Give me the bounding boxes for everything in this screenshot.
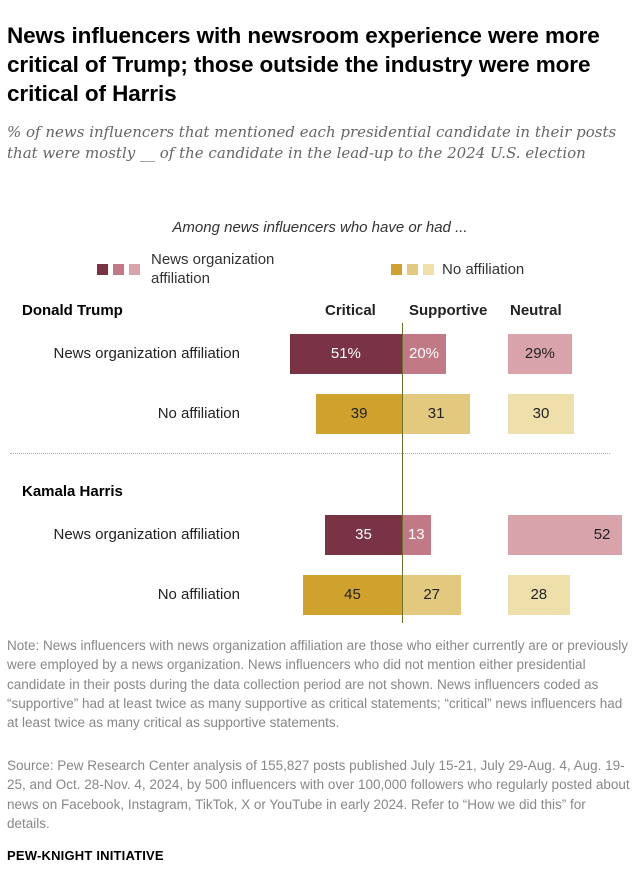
legend-swatch-none-supportive <box>407 264 418 275</box>
legend-swatch-none-neutral <box>423 264 434 275</box>
bar-harris-no-affiliation-critical <box>303 575 402 615</box>
chart-title: News influencers with newsroom experienc… <box>7 23 600 106</box>
value-label-trump-no-affiliation-neutral: 30 <box>532 405 550 422</box>
bar-harris-no-affiliation-supportive <box>402 575 462 615</box>
value-label-trump-affiliation-neutral: 29% <box>524 345 555 362</box>
value-label-trump-no-affiliation-supportive: 31 <box>427 405 445 422</box>
column-header-neutral: Neutral <box>510 302 562 319</box>
bar-harris-affiliation-critical <box>325 515 402 555</box>
bar-trump-affiliation-supportive <box>402 334 446 374</box>
bar-trump-affiliation-critical <box>289 334 402 374</box>
group-caption: Among news influencers who have or had .… <box>172 219 468 236</box>
value-label-harris-affiliation-critical: 35 <box>355 526 372 543</box>
legend-swatch-none-critical <box>391 264 402 275</box>
zero-axis-line <box>402 323 403 623</box>
section-label-trump: Donald Trump <box>22 302 123 319</box>
chart-subtitle: % of news influencers that mentioned eac… <box>7 123 617 162</box>
row-label-trump-no-affiliation: No affiliation <box>157 405 240 422</box>
value-label-trump-no-affiliation-critical: 39 <box>350 405 368 422</box>
bar-harris-affiliation-neutral <box>508 515 623 555</box>
bar-trump-no-affiliation-critical <box>316 394 402 434</box>
legend-swatch-affiliation-critical <box>97 264 108 275</box>
value-label-harris-affiliation-supportive: 13 <box>407 526 425 543</box>
bar-harris-affiliation-supportive <box>402 515 431 555</box>
chart-source: Source: Pew Research Center analysis of … <box>7 758 630 831</box>
row-label-harris-no-affiliation: No affiliation <box>157 586 240 603</box>
legend-swatch-affiliation-supportive <box>113 264 124 275</box>
bar-harris-no-affiliation-neutral <box>508 575 570 615</box>
legend-swatch-affiliation-neutral <box>129 264 140 275</box>
bar-trump-affiliation-neutral <box>508 334 572 374</box>
legend-label-affiliation: News organization affiliation <box>151 251 275 287</box>
value-label-harris-affiliation-neutral: 52 <box>593 526 611 543</box>
value-label-harris-no-affiliation-supportive: 27 <box>423 586 441 603</box>
column-header-supportive: Supportive <box>409 302 488 319</box>
bar-trump-no-affiliation-neutral <box>508 394 574 434</box>
value-label-harris-no-affiliation-critical: 45 <box>344 586 361 603</box>
chart-note: Note: News influencers with news organiz… <box>7 638 629 731</box>
row-label-trump-affiliation: News organization affiliation <box>53 345 241 362</box>
value-label-trump-affiliation-supportive: 20% <box>408 345 440 362</box>
legend-label-no-affiliation: No affiliation <box>442 261 525 278</box>
column-header-critical: Critical <box>325 302 376 319</box>
brand-label: PEW-KNIGHT INITIATIVE <box>7 848 164 863</box>
value-label-harris-no-affiliation-neutral: 28 <box>530 586 548 603</box>
value-label-trump-affiliation-critical: 51% <box>330 345 361 362</box>
row-label-harris-affiliation: News organization affiliation <box>53 526 241 543</box>
section-label-harris: Kamala Harris <box>22 483 123 500</box>
section-divider <box>10 453 610 454</box>
bar-trump-no-affiliation-supportive <box>402 394 471 434</box>
